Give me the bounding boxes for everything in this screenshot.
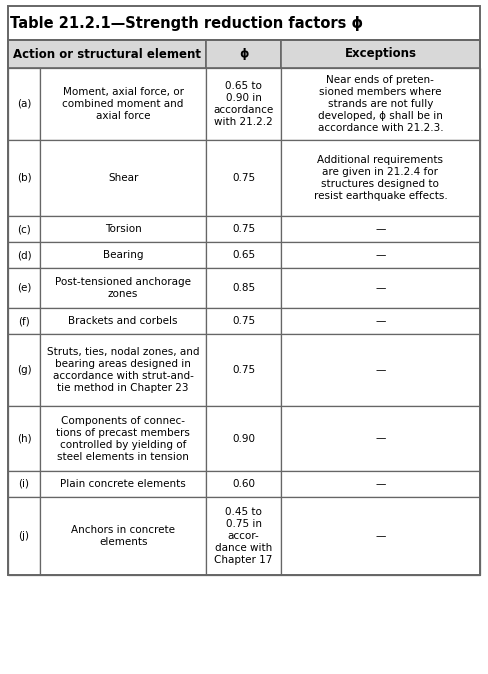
Text: Anchors in concrete
elements: Anchors in concrete elements bbox=[71, 525, 175, 547]
Bar bbox=[8, 308, 40, 334]
Bar bbox=[206, 40, 281, 68]
Text: Torsion: Torsion bbox=[105, 224, 142, 234]
Text: 0.75: 0.75 bbox=[232, 173, 255, 183]
Text: (d): (d) bbox=[17, 250, 31, 260]
Bar bbox=[206, 216, 281, 242]
Text: —: — bbox=[375, 283, 386, 293]
Text: (c): (c) bbox=[17, 224, 31, 234]
Bar bbox=[8, 406, 40, 471]
Bar bbox=[40, 242, 206, 268]
Bar bbox=[8, 268, 40, 308]
Bar bbox=[8, 140, 40, 216]
Bar bbox=[40, 68, 206, 140]
Bar bbox=[206, 268, 281, 308]
Text: Exceptions: Exceptions bbox=[345, 47, 416, 61]
Bar bbox=[40, 471, 206, 497]
Text: Brackets and corbels: Brackets and corbels bbox=[68, 316, 178, 326]
Text: 0.65 to
0.90 in
accordance
with 21.2.2: 0.65 to 0.90 in accordance with 21.2.2 bbox=[213, 81, 274, 127]
Bar bbox=[281, 140, 480, 216]
Text: (g): (g) bbox=[17, 365, 31, 375]
Bar bbox=[206, 334, 281, 406]
Text: —: — bbox=[375, 224, 386, 234]
Bar bbox=[281, 40, 480, 68]
Bar bbox=[8, 334, 40, 406]
Bar bbox=[8, 6, 480, 40]
Text: Struts, ties, nodal zones, and
bearing areas designed in
accordance with strut-a: Struts, ties, nodal zones, and bearing a… bbox=[47, 347, 200, 393]
Bar bbox=[206, 242, 281, 268]
Bar bbox=[281, 308, 480, 334]
Bar bbox=[281, 216, 480, 242]
Bar bbox=[40, 216, 206, 242]
Text: —: — bbox=[375, 316, 386, 326]
Text: (b): (b) bbox=[17, 173, 31, 183]
Bar bbox=[8, 68, 40, 140]
Text: 0.75: 0.75 bbox=[232, 365, 255, 375]
Bar bbox=[8, 40, 206, 68]
Text: ϕ: ϕ bbox=[239, 47, 248, 61]
Bar bbox=[8, 471, 40, 497]
Bar bbox=[8, 40, 480, 575]
Text: —: — bbox=[375, 531, 386, 541]
Bar bbox=[206, 140, 281, 216]
Text: 0.65: 0.65 bbox=[232, 250, 255, 260]
Text: —: — bbox=[375, 250, 386, 260]
Bar bbox=[40, 308, 206, 334]
Text: —: — bbox=[375, 479, 386, 489]
Text: Shear: Shear bbox=[108, 173, 139, 183]
Bar bbox=[8, 497, 40, 575]
Bar bbox=[281, 68, 480, 140]
Bar bbox=[281, 242, 480, 268]
Text: Additional requirements
are given in 21.2.4 for
structures designed to
resist ea: Additional requirements are given in 21.… bbox=[313, 155, 447, 201]
Bar bbox=[40, 497, 206, 575]
Bar bbox=[40, 268, 206, 308]
Text: (f): (f) bbox=[18, 316, 30, 326]
Text: —: — bbox=[375, 365, 386, 375]
Bar bbox=[8, 216, 40, 242]
Bar bbox=[40, 140, 206, 216]
Text: 0.75: 0.75 bbox=[232, 316, 255, 326]
Text: 0.85: 0.85 bbox=[232, 283, 255, 293]
Text: 0.90: 0.90 bbox=[232, 433, 255, 443]
Text: (h): (h) bbox=[17, 433, 31, 443]
Text: 0.45 to
0.75 in
accor-
dance with
Chapter 17: 0.45 to 0.75 in accor- dance with Chapte… bbox=[214, 507, 273, 565]
Bar bbox=[8, 242, 40, 268]
Text: Plain concrete elements: Plain concrete elements bbox=[61, 479, 186, 489]
Bar bbox=[206, 68, 281, 140]
Text: 0.60: 0.60 bbox=[232, 479, 255, 489]
Bar bbox=[206, 497, 281, 575]
Bar bbox=[206, 406, 281, 471]
Bar bbox=[281, 268, 480, 308]
Text: Post-tensioned anchorage
zones: Post-tensioned anchorage zones bbox=[55, 277, 191, 299]
Bar bbox=[40, 334, 206, 406]
Text: Components of connec-
tions of precast members
controlled by yielding of
steel e: Components of connec- tions of precast m… bbox=[56, 415, 190, 462]
Text: (a): (a) bbox=[17, 99, 31, 109]
Text: (e): (e) bbox=[17, 283, 31, 293]
Text: Bearing: Bearing bbox=[103, 250, 143, 260]
Bar bbox=[281, 497, 480, 575]
Text: Moment, axial force, or
combined moment and
axial force: Moment, axial force, or combined moment … bbox=[62, 87, 184, 121]
Bar bbox=[206, 471, 281, 497]
Bar bbox=[281, 471, 480, 497]
Bar bbox=[40, 406, 206, 471]
Text: Near ends of preten-
sioned members where
strands are not fully
developed, ϕ sha: Near ends of preten- sioned members wher… bbox=[318, 75, 443, 133]
Bar bbox=[206, 308, 281, 334]
Text: (j): (j) bbox=[19, 531, 30, 541]
Text: —: — bbox=[375, 433, 386, 443]
Text: Table 21.2.1—Strength reduction factors ϕ: Table 21.2.1—Strength reduction factors … bbox=[10, 16, 363, 31]
Bar bbox=[281, 406, 480, 471]
Text: 0.75: 0.75 bbox=[232, 224, 255, 234]
Text: (i): (i) bbox=[19, 479, 30, 489]
Text: Action or structural element: Action or structural element bbox=[13, 47, 201, 61]
Bar bbox=[281, 334, 480, 406]
